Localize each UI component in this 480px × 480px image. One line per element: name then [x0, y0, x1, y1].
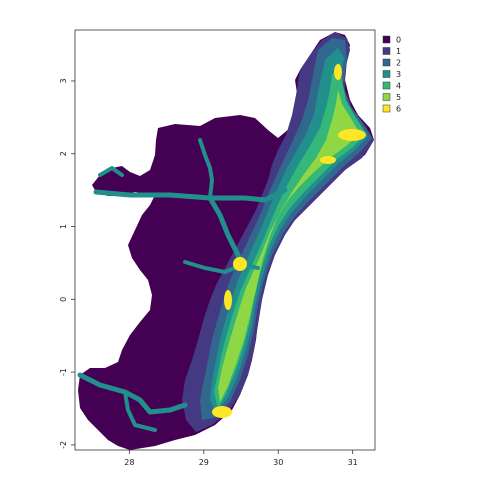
- y-tick-label: 1: [59, 224, 68, 229]
- road-north: [198, 138, 214, 200]
- road-network: [77, 138, 288, 432]
- legend-label: 2: [396, 59, 401, 68]
- legend-swatch: [382, 93, 391, 101]
- raster-map: [77, 32, 374, 450]
- legend-swatch: [382, 35, 391, 44]
- y-axis: 3 2 1 0 -1 -2: [59, 78, 75, 449]
- y-tick-label: 2: [59, 151, 68, 156]
- legend: 0 1 2 3 4 5 6: [382, 35, 401, 114]
- hotspot-mid: [224, 290, 232, 310]
- legend-swatch: [382, 58, 391, 67]
- legend-label: 6: [396, 105, 401, 114]
- x-axis: 28 29 30 31: [124, 450, 358, 467]
- legend-swatch: [382, 81, 391, 90]
- legend-swatch: [382, 104, 391, 113]
- legend-label: 4: [396, 82, 401, 91]
- road-northwest: [98, 166, 124, 177]
- y-tick-label: 0: [59, 297, 68, 302]
- legend-swatch: [382, 47, 391, 55]
- x-tick-label: 31: [348, 458, 358, 467]
- x-tick-label: 29: [199, 458, 209, 467]
- legend-label: 1: [396, 47, 401, 56]
- hotspot-south: [212, 406, 232, 418]
- legend-swatch: [382, 70, 391, 78]
- legend-label: 0: [396, 36, 401, 45]
- region-class-5: [218, 90, 360, 402]
- legend-label: 3: [396, 70, 401, 79]
- hotspot-city: [233, 257, 247, 271]
- legend-label: 5: [396, 93, 401, 102]
- y-tick-label: 3: [59, 78, 68, 83]
- hotspot-east: [320, 156, 336, 164]
- hotspot-northeast: [338, 129, 366, 141]
- x-tick-label: 30: [273, 458, 283, 467]
- road-southwest-branch: [123, 390, 157, 432]
- y-tick-label: -1: [59, 368, 68, 376]
- road-mid: [183, 260, 260, 274]
- road-southwest: [77, 372, 188, 415]
- region-class-6: [212, 64, 366, 418]
- y-tick-label: -2: [59, 441, 68, 449]
- x-tick-label: 28: [124, 458, 134, 467]
- hotspot-north: [334, 64, 342, 80]
